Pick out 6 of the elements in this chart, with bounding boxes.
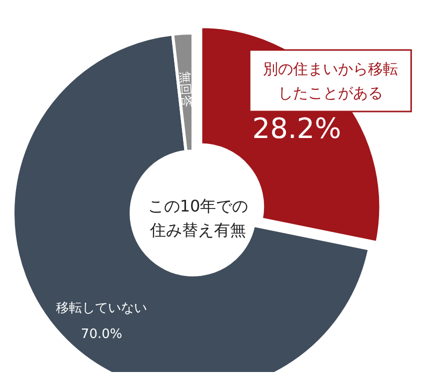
- slice-label: 別の住まいから移転したことがある: [262, 60, 398, 102]
- data-label: 28.2%: [252, 112, 342, 145]
- slice-label: 移転していない: [56, 301, 148, 316]
- slice-label: 無回答: [178, 70, 194, 108]
- data-label: 70.0%: [80, 327, 122, 342]
- text: この10年での住み替え有無: [148, 196, 248, 240]
